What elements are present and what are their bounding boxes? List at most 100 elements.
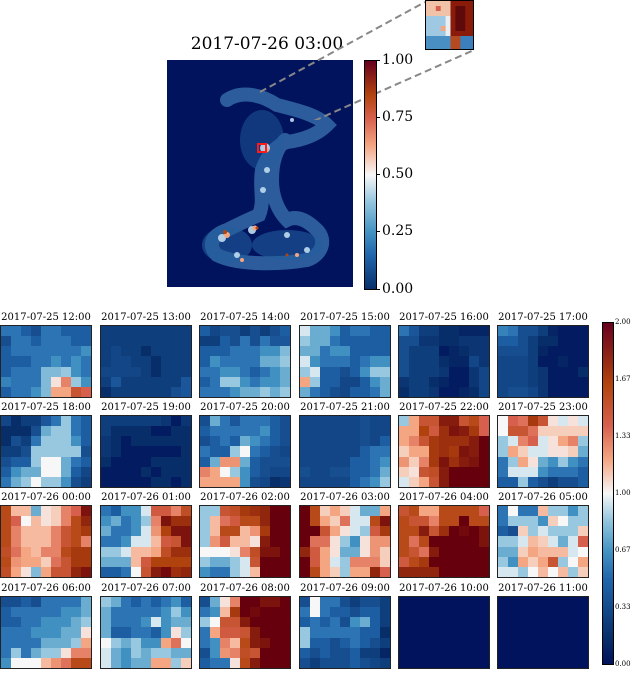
tile-cell bbox=[141, 647, 151, 658]
tile-cell bbox=[1, 476, 11, 487]
tile-cell bbox=[380, 356, 390, 367]
tile-cell bbox=[260, 546, 270, 557]
tile-cell bbox=[459, 446, 469, 457]
tile-cell bbox=[230, 516, 240, 527]
tile-cell bbox=[508, 386, 518, 397]
tile-cell bbox=[558, 466, 568, 477]
tile-cell bbox=[330, 356, 340, 367]
tile-cell bbox=[101, 416, 111, 427]
tile-cell bbox=[350, 617, 360, 628]
tile-cell bbox=[41, 657, 51, 668]
tile-cell bbox=[210, 466, 220, 477]
tile-cell bbox=[429, 436, 439, 447]
tile-cell bbox=[300, 376, 310, 387]
tile-cell bbox=[131, 356, 141, 367]
tile-cell bbox=[449, 617, 459, 628]
tile-cell bbox=[181, 637, 191, 648]
tile-cell bbox=[181, 647, 191, 658]
tile-cell bbox=[380, 536, 390, 547]
tile-cell bbox=[409, 566, 419, 577]
tile-cell bbox=[578, 516, 588, 527]
tile-cell bbox=[449, 657, 459, 668]
tile-cell bbox=[41, 446, 51, 457]
tile-cell bbox=[558, 376, 568, 387]
tile-cell bbox=[151, 556, 161, 567]
tile-cell bbox=[459, 566, 469, 577]
tile-cell bbox=[518, 506, 528, 517]
tile-cell bbox=[419, 326, 429, 337]
heatmap-tile bbox=[299, 415, 391, 488]
tile-cell bbox=[518, 466, 528, 477]
tile-cell bbox=[548, 386, 558, 397]
tile-cell bbox=[320, 536, 330, 547]
tile-cell bbox=[370, 366, 380, 377]
tile-cell bbox=[498, 436, 508, 447]
tile-cell bbox=[71, 506, 81, 517]
tile-cell bbox=[21, 366, 31, 377]
tile-cell bbox=[230, 546, 240, 557]
tile-cell bbox=[449, 597, 459, 608]
tile-cell bbox=[270, 476, 280, 487]
main-plot-title: 2017-07-26 03:00 bbox=[190, 34, 344, 54]
tile-cell bbox=[409, 536, 419, 547]
tile-cell bbox=[81, 456, 91, 467]
tile-cell bbox=[270, 556, 280, 567]
tile-cell bbox=[340, 566, 350, 577]
tile-cell bbox=[300, 476, 310, 487]
tile-cell bbox=[508, 436, 518, 447]
tile-cell bbox=[449, 366, 459, 377]
tile-cell bbox=[360, 336, 370, 347]
tile-cell bbox=[131, 326, 141, 337]
tile-title: 2017-07-26 00:00 bbox=[1, 492, 91, 503]
tile-cell bbox=[568, 607, 578, 618]
heatmap-tile bbox=[0, 415, 92, 488]
tile-cell bbox=[121, 416, 131, 427]
tile-cell bbox=[320, 526, 330, 537]
tile-cell bbox=[320, 376, 330, 387]
tile-cell bbox=[41, 526, 51, 537]
tile-cell bbox=[280, 376, 290, 387]
tile-cell bbox=[429, 476, 439, 487]
tile-cell bbox=[310, 566, 320, 577]
tile-cell bbox=[409, 657, 419, 668]
tile-title: 2017-07-25 21:00 bbox=[300, 402, 390, 413]
tile-cell bbox=[51, 346, 61, 357]
tile-cell bbox=[330, 386, 340, 397]
tile-cell bbox=[380, 476, 390, 487]
tile-cell bbox=[81, 566, 91, 577]
tile-cell bbox=[449, 526, 459, 537]
tile-cell bbox=[340, 366, 350, 377]
tile-cell bbox=[528, 416, 538, 427]
tile-cell bbox=[151, 356, 161, 367]
tile-cell bbox=[41, 566, 51, 577]
tile-cell bbox=[320, 416, 330, 427]
tile-cell bbox=[280, 456, 290, 467]
tile-cell bbox=[240, 617, 250, 628]
tile-cell bbox=[71, 526, 81, 537]
tile-cell bbox=[200, 597, 210, 608]
tile-cell bbox=[21, 436, 31, 447]
tile-cell bbox=[449, 556, 459, 567]
tile-cell bbox=[260, 426, 270, 437]
tile-cell bbox=[71, 597, 81, 608]
tile-cell bbox=[469, 326, 479, 337]
tile-cell bbox=[11, 597, 21, 608]
tile-cell bbox=[11, 446, 21, 457]
tile-cell bbox=[210, 356, 220, 367]
tile-cell bbox=[210, 597, 220, 608]
tile-cell bbox=[360, 657, 370, 668]
tile-colorbar bbox=[602, 322, 614, 665]
tile-cell bbox=[121, 647, 131, 658]
tile-cell bbox=[330, 566, 340, 577]
tile-cell bbox=[518, 416, 528, 427]
tile-cell bbox=[558, 657, 568, 668]
tile-cell bbox=[41, 336, 51, 347]
tile-cell bbox=[161, 326, 171, 337]
tile-cell bbox=[270, 607, 280, 618]
tile-cell bbox=[479, 466, 489, 477]
tile-cell bbox=[399, 326, 409, 337]
tile-cell bbox=[71, 637, 81, 648]
tile-cell bbox=[310, 436, 320, 447]
tile-cell bbox=[220, 446, 230, 457]
tile-cell bbox=[350, 566, 360, 577]
